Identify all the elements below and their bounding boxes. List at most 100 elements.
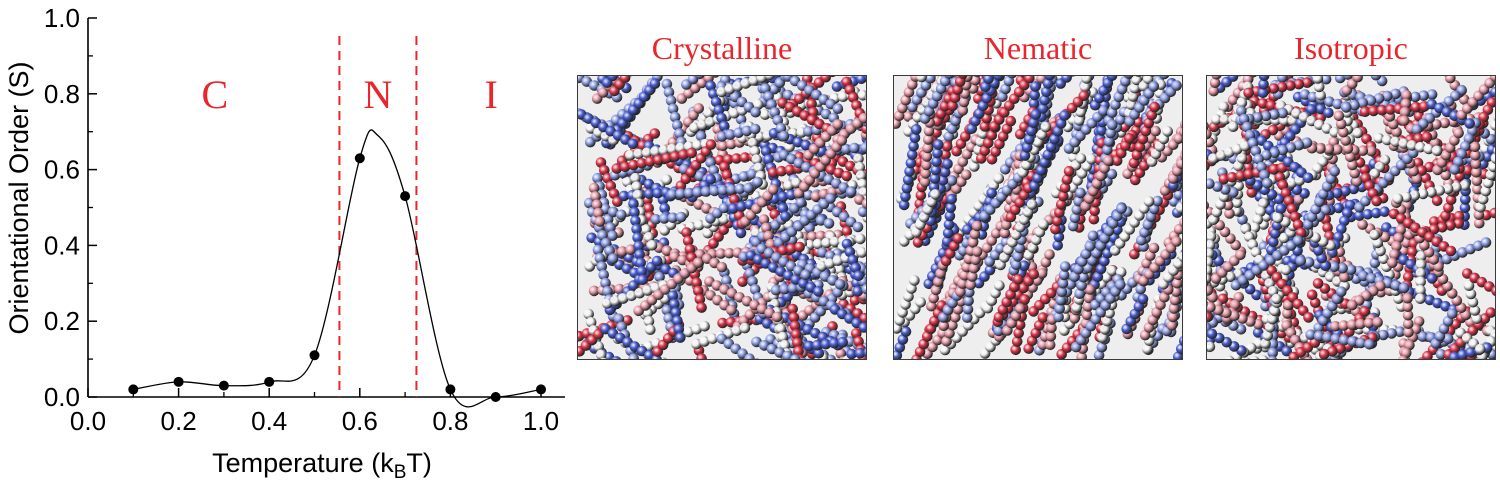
bead [1213, 304, 1224, 316]
bead [1485, 169, 1495, 181]
bead [1127, 91, 1139, 102]
bead [923, 125, 935, 137]
bead [836, 135, 848, 146]
bead [1435, 349, 1447, 359]
bead [1242, 357, 1251, 359]
bead [1431, 119, 1442, 130]
bead [1019, 150, 1031, 161]
bead [1488, 161, 1495, 173]
bead [760, 83, 771, 94]
bead [716, 131, 728, 142]
bead [643, 316, 655, 327]
bead [705, 139, 717, 150]
bead [1211, 76, 1222, 80]
bead [667, 212, 679, 224]
bead [627, 138, 639, 150]
bead [865, 110, 866, 116]
bead [1237, 313, 1248, 324]
chart-axes: 0.0 0.2 0.4 0.6 0.8 1.0 0.0 0.2 0.4 0.6 0.8 1.0 [44, 3, 565, 436]
bead [1262, 330, 1274, 341]
bead [1318, 348, 1330, 359]
bead [777, 191, 789, 203]
bead [1320, 76, 1332, 85]
bead [1268, 164, 1280, 175]
bead [821, 237, 832, 249]
bead [906, 283, 917, 294]
bead [1336, 223, 1347, 235]
bead [632, 189, 644, 201]
bead [1208, 153, 1219, 164]
bead [619, 76, 631, 83]
bead [1049, 133, 1060, 145]
bead [1146, 109, 1158, 121]
bead [753, 358, 760, 359]
bead [643, 202, 654, 214]
bead [1096, 341, 1108, 353]
bead [1429, 216, 1440, 227]
bead [1453, 127, 1464, 139]
bead [1341, 102, 1352, 113]
bead [1001, 219, 1012, 231]
bead [1207, 256, 1214, 268]
bead [756, 76, 767, 83]
bead [625, 149, 636, 161]
bead [1209, 77, 1221, 88]
bead [1417, 331, 1429, 342]
bead [1352, 127, 1364, 139]
bead [1275, 203, 1287, 214]
bead [595, 349, 607, 359]
bead [1449, 164, 1461, 175]
y-tick-label: 0.2 [44, 306, 80, 336]
bead [1179, 336, 1182, 346]
bead [630, 172, 641, 184]
bead [1176, 343, 1182, 355]
bead [646, 240, 658, 251]
bead [855, 170, 866, 181]
bead [1392, 193, 1404, 205]
bead [1386, 328, 1397, 339]
bead [594, 252, 606, 264]
bead [1293, 139, 1305, 151]
bead [1236, 105, 1247, 117]
bead [729, 108, 740, 119]
bead [837, 336, 848, 348]
bead [1277, 179, 1289, 191]
bead [1084, 241, 1096, 252]
bead [1097, 332, 1108, 343]
bead [727, 203, 739, 214]
phase-label: C [201, 72, 228, 117]
bead [1359, 306, 1370, 317]
bead [1418, 90, 1429, 101]
bead [999, 227, 1011, 239]
data-point [400, 191, 411, 202]
bead [1410, 101, 1422, 113]
bead [666, 189, 678, 200]
bead [1469, 305, 1481, 316]
bead [1285, 80, 1296, 91]
bead [1088, 213, 1100, 225]
bead [1059, 261, 1071, 272]
bead [1071, 204, 1083, 215]
bead [1057, 278, 1069, 289]
bead [849, 142, 860, 154]
bead [642, 285, 653, 296]
bead [861, 283, 866, 295]
bead [669, 111, 681, 123]
bead [1312, 278, 1324, 289]
bead [1446, 308, 1458, 319]
bead [1152, 195, 1163, 207]
bead [1042, 78, 1054, 89]
bead [674, 128, 685, 139]
bead [926, 300, 937, 312]
bead [1131, 76, 1142, 86]
bead [1173, 133, 1182, 144]
bead [947, 100, 958, 112]
bead [1168, 303, 1180, 314]
bead [1143, 196, 1155, 207]
bead [1037, 312, 1049, 323]
bead [1076, 280, 1087, 291]
bead [815, 215, 827, 226]
bead [845, 186, 857, 197]
bead [1231, 197, 1243, 208]
bead [852, 221, 864, 233]
